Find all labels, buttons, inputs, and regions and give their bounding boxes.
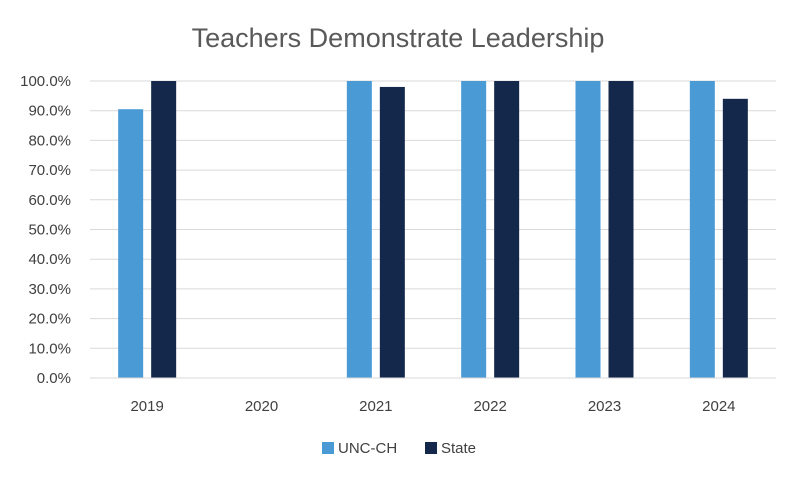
- bars: [118, 81, 748, 378]
- y-tick-label: 30.0%: [28, 281, 71, 298]
- y-tick-label: 20.0%: [28, 311, 71, 328]
- x-tick-label: 2021: [359, 398, 392, 415]
- y-tick-label: 10.0%: [28, 340, 71, 357]
- legend-swatch: [425, 442, 437, 454]
- x-tick-label: 2023: [588, 398, 621, 415]
- x-axis: 2019 2020 2021 2022 2023 2024: [90, 377, 776, 415]
- gridlines: [90, 80, 776, 379]
- y-tick-label: 40.0%: [28, 251, 71, 268]
- y-tick-label: 0.0%: [37, 370, 71, 387]
- y-tick-label: 70.0%: [28, 162, 71, 179]
- bar-unc-ch-2024: [689, 81, 715, 378]
- x-tick-label: 2024: [702, 398, 735, 415]
- bar-state-2024: [722, 98, 748, 378]
- legend-label: State: [441, 440, 476, 457]
- y-tick-label: 60.0%: [28, 192, 71, 209]
- x-tick-label: 2019: [130, 398, 163, 415]
- y-tick-label: 80.0%: [28, 132, 71, 149]
- y-axis: 0.0% 10.0% 20.0% 30.0% 40.0% 50.0% 60.0% 70.0% 8…: [20, 73, 71, 387]
- bar-state-2023: [608, 81, 634, 378]
- bar-unc-ch-2022: [461, 81, 487, 378]
- x-tick-label: 2022: [473, 398, 506, 415]
- bar-unc-ch-2023: [575, 81, 601, 378]
- chart-title: Teachers Demonstrate Leadership: [192, 23, 605, 53]
- bar-state-2019: [151, 81, 177, 378]
- bar-state-2021: [379, 86, 405, 378]
- legend-label: UNC-CH: [338, 440, 397, 457]
- legend-swatch: [322, 442, 334, 454]
- y-tick-label: 90.0%: [28, 103, 71, 120]
- y-tick-label: 100.0%: [20, 73, 71, 90]
- bar-state-2022: [494, 81, 520, 378]
- bar-unc-ch-2019: [118, 109, 144, 378]
- y-tick-label: 50.0%: [28, 222, 71, 239]
- bar-unc-ch-2021: [346, 81, 372, 378]
- x-tick-label: 2020: [245, 398, 278, 415]
- legend: UNC-CH State: [322, 440, 476, 457]
